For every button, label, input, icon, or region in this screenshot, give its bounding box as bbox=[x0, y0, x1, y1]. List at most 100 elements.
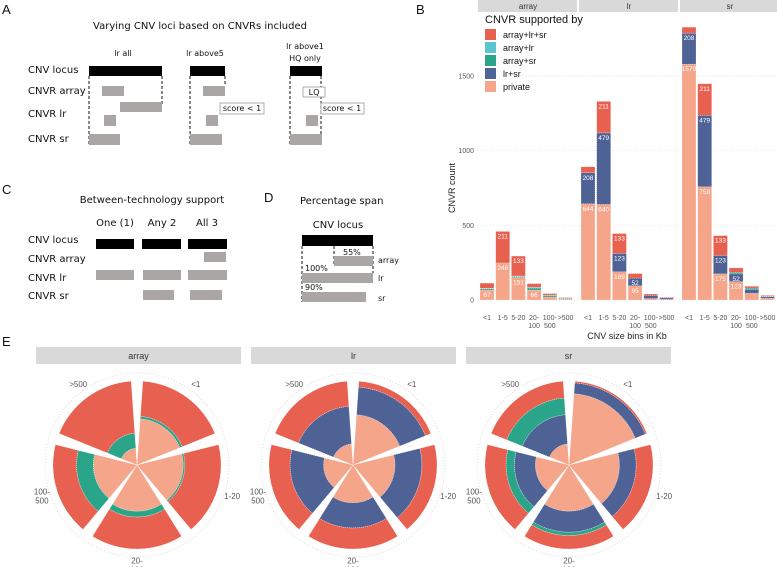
bar-segment bbox=[744, 293, 759, 301]
bar-segment bbox=[643, 298, 658, 301]
category-label: 100- bbox=[250, 487, 266, 496]
rose-segment bbox=[506, 397, 566, 447]
x-tick-label: 100 bbox=[528, 323, 540, 330]
legend-label: private bbox=[503, 82, 530, 92]
lq-box-label: LQ bbox=[309, 88, 320, 97]
bar-segment-label: 479 bbox=[699, 117, 710, 124]
rose-segment bbox=[573, 382, 646, 439]
pct-label: 90% bbox=[305, 283, 323, 292]
x-tick-label: 20- bbox=[630, 315, 641, 322]
bar-segment-label: 123 bbox=[715, 257, 726, 264]
y-tick-label: 1500 bbox=[458, 74, 474, 81]
bar-segment-label: 211 bbox=[498, 233, 509, 240]
legend-label: array+sr bbox=[503, 56, 536, 66]
bar-segment bbox=[728, 267, 744, 273]
x-tick-label: 1-5 bbox=[700, 315, 710, 322]
bar-segment bbox=[542, 293, 557, 296]
rose-segment bbox=[521, 414, 568, 458]
rose-segment bbox=[490, 380, 565, 441]
y-tick-label: 500 bbox=[462, 223, 474, 230]
bar-segment bbox=[760, 298, 775, 301]
category-label: >500 bbox=[501, 380, 520, 389]
rose-segment bbox=[396, 444, 438, 530]
panel-letter-a: A bbox=[2, 2, 11, 17]
x-tick-label: >500 bbox=[659, 315, 675, 322]
row-label: CNVR array bbox=[28, 86, 86, 97]
bar-segment bbox=[697, 186, 712, 301]
panel-a-title: Varying CNV loci based on CNVRs included bbox=[93, 21, 307, 32]
bar-segment bbox=[612, 233, 627, 254]
category-label: 100- bbox=[466, 487, 482, 496]
legend-label: lr+sr bbox=[503, 69, 521, 79]
category-label: 500 bbox=[35, 496, 49, 505]
x-tick-label: 100- bbox=[644, 315, 659, 322]
x-tick-label: >500 bbox=[558, 315, 574, 322]
bar-segment-label: 211 bbox=[599, 103, 610, 110]
category-label: 100 bbox=[346, 566, 360, 567]
locus-bar bbox=[89, 66, 162, 76]
x-tick-label: 5-20 bbox=[511, 315, 525, 322]
legend-swatch bbox=[485, 42, 496, 53]
panel-letter-d: D bbox=[264, 190, 273, 205]
category-label: >500 bbox=[285, 380, 304, 389]
category-label: <1 bbox=[623, 380, 633, 389]
bar-segment bbox=[659, 297, 674, 299]
polar-grid-circle bbox=[44, 372, 230, 558]
rose-segment bbox=[92, 508, 182, 550]
bar-segment bbox=[744, 286, 759, 289]
facet-strip bbox=[680, 0, 777, 12]
legend-swatch bbox=[485, 81, 496, 92]
category-label: 500 bbox=[467, 496, 481, 505]
panel-c-diagram: Between-technology support One (1) Any 2… bbox=[28, 195, 227, 302]
legend-label: array+lr bbox=[503, 43, 534, 53]
bar-segment bbox=[542, 296, 557, 301]
bar-segment bbox=[580, 166, 596, 173]
x-tick-label: 100 bbox=[629, 323, 641, 330]
category-label: 100- bbox=[34, 487, 50, 496]
category-label: 1-20 bbox=[656, 492, 673, 501]
bar-segment-label: 1579 bbox=[682, 66, 697, 73]
bar-segment bbox=[728, 272, 744, 275]
bar-segment-label: 52 bbox=[732, 276, 740, 283]
bar-segment-label: 123 bbox=[614, 255, 625, 262]
category-label: <1 bbox=[407, 380, 417, 389]
bar-segment-label: 758 bbox=[699, 189, 710, 196]
bar-segment bbox=[713, 235, 728, 256]
bar-segment bbox=[760, 295, 775, 297]
legend-swatch bbox=[485, 29, 496, 40]
bar-segment-label: 208 bbox=[684, 35, 695, 42]
rose-segment bbox=[484, 444, 529, 530]
bar-segment bbox=[580, 203, 596, 301]
x-tick-label: <1 bbox=[685, 315, 693, 322]
bar-segment-label: 123 bbox=[731, 284, 742, 291]
rose-segment bbox=[274, 380, 350, 444]
row-label: CNVR array bbox=[28, 254, 86, 265]
rose-segment bbox=[611, 444, 654, 530]
facet-strip-label: sr bbox=[727, 2, 734, 11]
rose-segment bbox=[332, 464, 374, 503]
x-tick-label: 5-20 bbox=[612, 315, 626, 322]
rose-segment bbox=[533, 503, 605, 533]
y-tick-label: 0 bbox=[470, 298, 474, 305]
score-box-label: score < 1 bbox=[223, 104, 261, 113]
rose-segment bbox=[333, 443, 354, 466]
x-tick-label: 100 bbox=[730, 323, 742, 330]
facet-strip bbox=[251, 347, 456, 364]
row-label: array bbox=[378, 256, 399, 265]
x-tick-label: 5-20 bbox=[713, 315, 727, 322]
bar-segment-label: 67 bbox=[483, 292, 491, 299]
rose-segment bbox=[109, 503, 165, 518]
pct-label: 100% bbox=[305, 264, 328, 273]
bar-segment bbox=[643, 293, 658, 296]
category-label: 100 bbox=[562, 566, 576, 567]
x-tick-label: 1-5 bbox=[498, 315, 508, 322]
score-box-label: score < 1 bbox=[323, 104, 361, 113]
bar-segment bbox=[744, 289, 759, 294]
bar-segment-label: 175 bbox=[715, 276, 726, 283]
row-label: CNVR lr bbox=[28, 109, 67, 120]
rose-segment bbox=[308, 518, 398, 550]
locus-bar bbox=[290, 66, 322, 76]
bar-segment bbox=[542, 295, 557, 298]
row-label: CNVR sr bbox=[28, 291, 70, 302]
